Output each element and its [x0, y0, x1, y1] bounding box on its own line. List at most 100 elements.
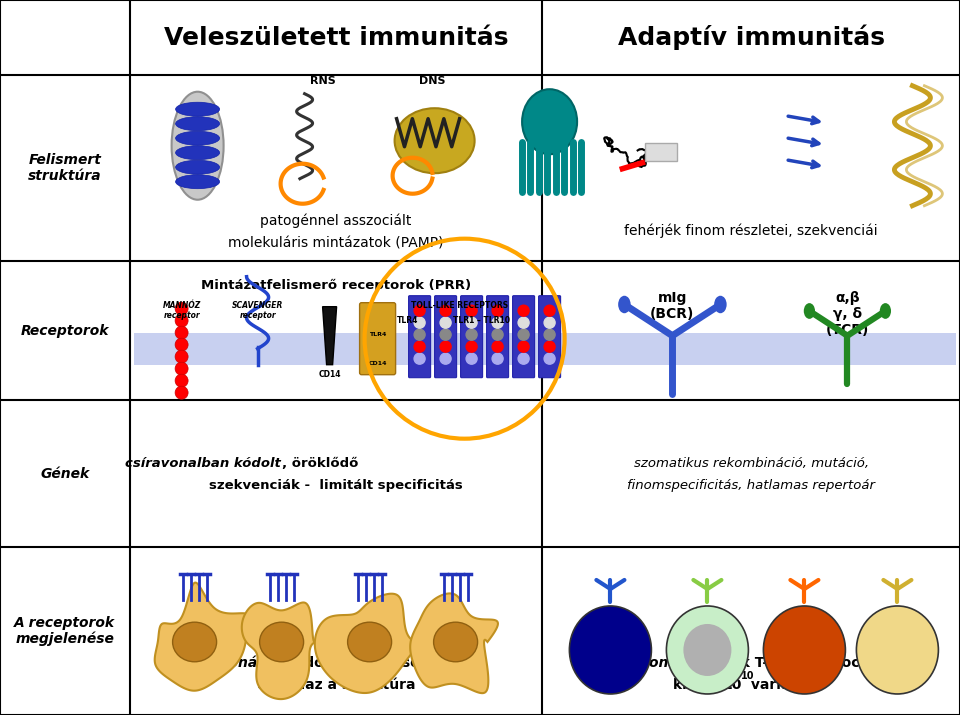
Polygon shape [315, 593, 422, 693]
Circle shape [492, 353, 503, 364]
Text: Gének: Gének [40, 467, 89, 480]
Text: szomatikus rekombináció, mutáció,: szomatikus rekombináció, mutáció, [634, 457, 869, 470]
Circle shape [544, 329, 555, 340]
Circle shape [175, 363, 188, 375]
Circle shape [544, 317, 555, 328]
Ellipse shape [684, 624, 732, 676]
Text: DNS: DNS [420, 76, 445, 86]
Ellipse shape [714, 296, 727, 313]
Circle shape [175, 302, 188, 315]
Text: CD14: CD14 [319, 370, 341, 379]
Ellipse shape [176, 160, 220, 174]
Ellipse shape [259, 622, 303, 662]
Circle shape [440, 329, 451, 340]
Circle shape [492, 341, 503, 352]
Text: SCAVENGER
receptor: SCAVENGER receptor [232, 301, 283, 320]
Circle shape [518, 353, 529, 364]
FancyBboxPatch shape [645, 143, 678, 161]
Circle shape [492, 329, 503, 340]
Text: 10: 10 [741, 671, 755, 681]
FancyBboxPatch shape [539, 296, 561, 378]
Ellipse shape [176, 174, 220, 189]
Circle shape [518, 305, 529, 316]
Text: nem-klonális: nem-klonális [176, 656, 276, 670]
Circle shape [175, 350, 188, 363]
Text: – csak T- és B-limfocitákon: – csak T- és B-limfocitákon [698, 656, 909, 670]
Ellipse shape [856, 606, 938, 694]
Circle shape [414, 305, 425, 316]
Ellipse shape [176, 132, 220, 145]
Ellipse shape [395, 108, 474, 173]
Ellipse shape [172, 92, 224, 199]
FancyBboxPatch shape [513, 296, 535, 378]
Circle shape [440, 341, 451, 352]
Circle shape [440, 353, 451, 364]
Text: Adaptív immunitás: Adaptív immunitás [617, 25, 885, 50]
Circle shape [467, 305, 477, 316]
Ellipse shape [176, 146, 220, 159]
Circle shape [440, 317, 451, 328]
FancyBboxPatch shape [461, 296, 483, 378]
FancyBboxPatch shape [435, 296, 457, 378]
FancyBboxPatch shape [487, 296, 509, 378]
Ellipse shape [879, 303, 891, 319]
Text: TLR1 – TLR10: TLR1 – TLR10 [453, 316, 510, 325]
Text: csíravonalban kódolt: csíravonalban kódolt [125, 457, 281, 470]
Text: MANNÓZ
receptor: MANNÓZ receptor [162, 301, 201, 320]
Text: kb. 10: kb. 10 [673, 678, 721, 692]
Polygon shape [323, 307, 337, 365]
Text: szekvenciák -  limitált specificitás: szekvenciák - limitált specificitás [209, 479, 463, 492]
Text: TLR4: TLR4 [396, 316, 419, 325]
Circle shape [175, 326, 188, 339]
Text: – adott sejttípuson: – adott sejttípuson [278, 656, 430, 670]
Text: klonális: klonális [636, 656, 696, 670]
Circle shape [414, 341, 425, 352]
Circle shape [175, 374, 188, 388]
Ellipse shape [666, 606, 749, 694]
Polygon shape [242, 603, 316, 699]
Circle shape [544, 341, 555, 352]
Ellipse shape [763, 606, 846, 694]
Text: 10: 10 [722, 678, 741, 692]
Circle shape [467, 353, 477, 364]
Circle shape [467, 317, 477, 328]
FancyBboxPatch shape [409, 296, 431, 378]
Text: mIg
(BCR): mIg (BCR) [650, 291, 695, 321]
Circle shape [492, 305, 503, 316]
Text: patogénnel asszociált: patogénnel asszociált [260, 214, 412, 229]
Bar [133, 332, 539, 365]
Text: Felismert
struktúra: Felismert struktúra [28, 153, 102, 183]
Circle shape [175, 386, 188, 399]
Text: variáció: variáció [746, 678, 813, 692]
Ellipse shape [804, 303, 815, 319]
FancyBboxPatch shape [360, 302, 396, 375]
Text: A receptorok
megjelenése: A receptorok megjelenése [14, 616, 115, 646]
Circle shape [467, 329, 477, 340]
Ellipse shape [176, 102, 220, 117]
Ellipse shape [434, 622, 478, 662]
Text: molekuláris mintázatok (PAMP): molekuláris mintázatok (PAMP) [228, 236, 444, 250]
Bar [546, 332, 956, 365]
Text: ugyanaz a struktúra: ugyanaz a struktúra [256, 678, 416, 692]
Text: Receptorok: Receptorok [20, 324, 109, 337]
Text: finomspecificitás, hatlamas repertoár: finomspecificitás, hatlamas repertoár [627, 479, 876, 492]
Circle shape [175, 338, 188, 351]
Circle shape [544, 353, 555, 364]
Ellipse shape [176, 117, 220, 131]
Circle shape [467, 341, 477, 352]
Circle shape [414, 317, 425, 328]
Ellipse shape [618, 296, 631, 313]
Text: CD14: CD14 [369, 360, 387, 365]
Circle shape [518, 341, 529, 352]
Circle shape [492, 317, 503, 328]
Text: α,β
γ, δ
(TCR): α,β γ, δ (TCR) [826, 291, 869, 337]
Text: TLR4: TLR4 [369, 332, 386, 337]
Text: TOLL-LIKE RECEPTORS: TOLL-LIKE RECEPTORS [411, 301, 508, 310]
Circle shape [414, 329, 425, 340]
Text: RNS: RNS [310, 76, 335, 86]
Ellipse shape [348, 622, 392, 662]
Polygon shape [155, 583, 252, 691]
Ellipse shape [569, 606, 652, 694]
Ellipse shape [522, 89, 577, 154]
Text: Veleszületett immunitás: Veleszületett immunitás [164, 26, 508, 49]
